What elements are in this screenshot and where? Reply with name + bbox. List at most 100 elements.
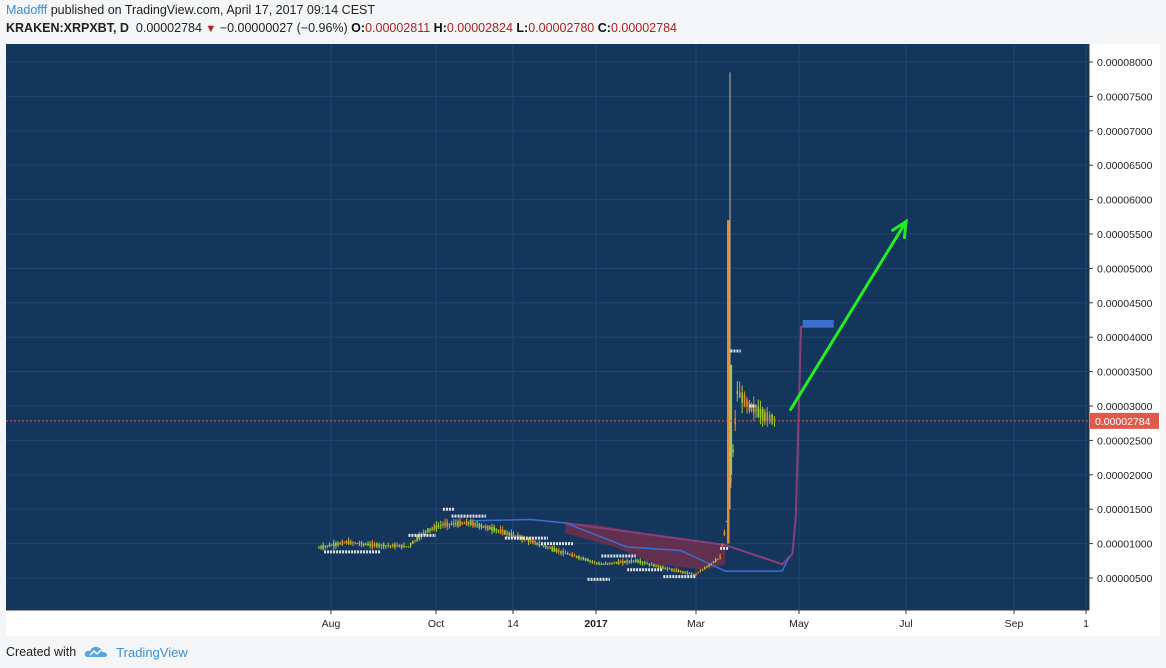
candle-body [773,418,776,422]
candle-body [378,544,380,547]
candle-body [639,560,642,564]
candle-body [398,544,401,548]
candle-body [463,523,466,525]
candle-body [582,557,585,561]
candle-body [650,563,653,566]
candle-body [662,566,664,569]
chart-area[interactable]: 0.00000500 0.00001000 0.00001500 0.00002000… [6,44,1160,636]
candle-body [641,561,644,564]
candle-body [619,561,622,563]
candle-body [569,554,571,556]
publish-text: published on TradingView.com, April 17, … [50,3,376,17]
candle-body [598,562,600,565]
close-value: 0.00002784 [610,21,677,35]
candle-body [318,547,320,549]
candle-body [768,415,771,422]
candle-body [673,569,675,571]
candle-body [455,523,457,525]
candle-body [668,568,671,570]
candle-body [613,562,616,564]
ohlc-line: KRAKEN:XRPXBT, D 0.00002784 ▼ −0.0000002… [6,21,677,35]
candle-body [688,572,691,574]
candle-body [506,532,508,535]
y-tick-label: 0.00002000 [1097,470,1153,482]
created-with-text: Created with [6,645,77,659]
candle-body [484,525,487,529]
candle-body [560,550,562,554]
spike-candle-body [726,220,730,544]
candle-body [653,563,655,567]
candle-body [738,392,741,398]
candle-body [452,522,455,526]
candle-body [604,562,607,565]
y-tick-label: 0.00003000 [1097,401,1153,413]
down-triangle-icon: ▼ [205,23,217,35]
chart-header: Madofff published on TradingView.com, Ap… [6,3,1166,43]
candle-body [476,524,479,526]
y-tick-label: 0.00000500 [1097,573,1153,585]
candle-body [345,541,348,544]
x-tick-label: Jul [899,618,912,630]
candle-body [478,523,481,528]
candle-body [409,543,412,546]
candle-body [497,530,500,532]
candle-body [354,542,356,544]
candle-body [459,520,461,527]
candle-body [482,525,485,528]
candle-body [339,542,341,545]
candle-body [457,521,459,526]
candle-body [690,573,693,575]
candle-body [422,532,425,535]
candle-body [732,449,734,453]
candle-body [343,542,346,544]
candle-body [591,561,594,563]
y-tick-label: 0.00005500 [1097,229,1153,241]
candle-body [332,542,335,547]
candle-body [551,547,554,551]
y-tick-label: 0.00004000 [1097,332,1153,344]
candle-body [512,534,515,537]
candle-body [725,521,728,523]
candle-body [626,560,628,563]
candle-body [679,570,682,573]
candle-body [714,559,717,562]
candle-body [628,561,631,563]
y-tick-label: 0.00001000 [1097,539,1153,551]
candle-body [743,394,746,407]
candle-body [465,520,468,526]
y-tick-label: 0.00001500 [1097,504,1153,516]
candle-body [659,565,662,568]
candle-body [734,418,736,425]
tradingview-brand-link[interactable]: TradingView [116,644,188,660]
candle-body [446,521,449,527]
candle-body [360,541,363,546]
candle-body [437,526,440,528]
candle-body [504,530,506,535]
candle-body [433,525,436,530]
close-label: C: [597,21,611,35]
last-price: 0.00002784 [135,21,202,35]
candle-body [646,563,648,565]
y-tick-label: 0.00004500 [1097,298,1153,310]
candle-body [686,572,689,574]
candle-body [322,545,324,549]
author-link[interactable]: Madofff [6,3,48,17]
candle-body [589,560,591,562]
candle-body [617,561,620,564]
tradingview-logo-icon [84,646,108,657]
leading-span-b [468,518,790,572]
candle-body [684,571,686,574]
candle-body [703,567,706,570]
candle-body [416,537,418,541]
y-tick-label: 0.00006500 [1097,160,1153,172]
publish-info: Madofff published on TradingView.com, Ap… [6,3,375,17]
candle-body [643,562,646,564]
candle-body [699,570,702,573]
x-tick-label: May [789,618,810,630]
price-chart[interactable]: 0.00000500 0.00001000 0.00001500 0.00002000… [6,44,1160,636]
y-tick-label: 0.00006000 [1097,195,1153,207]
candle-body [693,573,695,575]
candle-body [324,546,327,548]
candle-body [365,544,367,546]
candle-body [622,560,624,564]
